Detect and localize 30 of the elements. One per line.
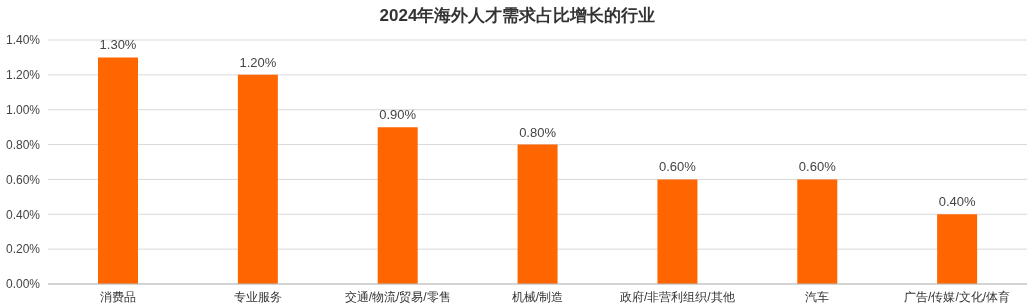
bar xyxy=(657,179,698,284)
x-tick-label: 消费品 xyxy=(99,289,136,304)
data-label: 0.60% xyxy=(658,159,697,175)
bar xyxy=(98,57,138,284)
y-tick-label: 0.00% xyxy=(5,277,41,292)
x-tick-label: 交通/物流/贸易/零售 xyxy=(344,289,451,304)
x-tick-label: 汽车 xyxy=(805,289,830,304)
bar xyxy=(937,214,978,284)
y-tick-label: 0.80% xyxy=(5,137,41,152)
x-tick-label: 专业服务 xyxy=(233,289,282,304)
data-label: 1.30% xyxy=(99,37,137,53)
data-label: 0.60% xyxy=(798,159,837,175)
y-tick-label: 0.20% xyxy=(5,242,41,257)
bar xyxy=(797,179,838,284)
data-label: 0.40% xyxy=(938,194,977,210)
x-tick-label: 机械/制造 xyxy=(511,289,564,304)
x-tick-label: 政府/非营利组织/其他 xyxy=(620,289,735,304)
chart-title: 2024年海外人才需求占比增长的行业 xyxy=(378,5,657,27)
data-label: 0.90% xyxy=(379,107,417,123)
data-label: 1.20% xyxy=(239,54,277,70)
bar xyxy=(377,127,418,284)
y-tick-label: 1.40% xyxy=(5,33,41,48)
bar xyxy=(237,74,278,284)
y-tick-label: 0.40% xyxy=(5,207,41,222)
x-tick-label: 广告/传媒/文化/体育 xyxy=(904,289,1011,304)
data-label: 0.80% xyxy=(519,124,557,140)
y-tick-label: 0.60% xyxy=(5,172,41,187)
y-tick-label: 1.20% xyxy=(5,68,41,83)
y-tick-label: 1.00% xyxy=(5,102,41,117)
bar xyxy=(517,144,558,284)
